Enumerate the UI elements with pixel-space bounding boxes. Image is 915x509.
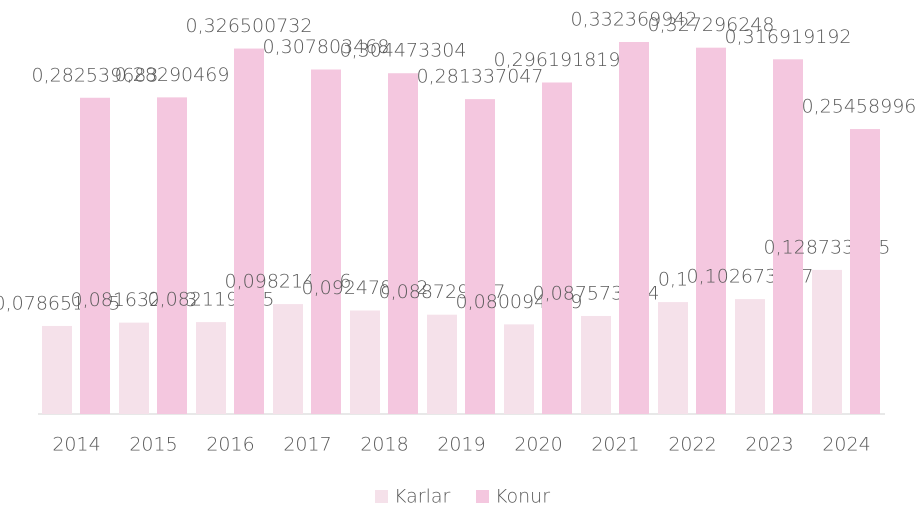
bar <box>735 299 765 414</box>
x-tick-label: 2023 <box>745 434 793 456</box>
data-label: 0,1 <box>658 269 688 291</box>
bar <box>773 59 803 414</box>
data-label: 0,304473304 <box>340 40 467 62</box>
bar <box>273 304 303 414</box>
bar <box>427 314 457 414</box>
bar <box>581 315 611 414</box>
bar <box>542 82 572 414</box>
bar <box>465 99 495 414</box>
bar <box>812 269 842 414</box>
data-label: 0,326500732 <box>186 15 313 37</box>
data-label: 0,332369942 <box>571 9 698 31</box>
x-tick-label: 2022 <box>668 434 716 456</box>
data-label: 0,281337047 <box>417 66 544 88</box>
data-label: 0,282539683 <box>32 64 159 86</box>
bar <box>311 69 341 414</box>
bar <box>42 325 72 414</box>
legend-label: Karlar <box>394 486 451 508</box>
bar <box>696 47 726 415</box>
bar <box>504 324 534 414</box>
legend-label: Konur <box>495 486 550 508</box>
bar <box>388 73 418 414</box>
x-tick-label: 2017 <box>283 434 331 456</box>
x-tick-label: 2024 <box>822 434 870 456</box>
bar <box>619 42 649 414</box>
x-tick-label: 2014 <box>52 434 100 456</box>
bar <box>196 322 226 414</box>
x-tick-label: 2018 <box>360 434 408 456</box>
x-tick-label: 2019 <box>437 434 485 456</box>
bar <box>850 129 880 414</box>
bar <box>234 48 264 414</box>
bar <box>119 322 149 414</box>
data-label: 0,307803468 <box>263 36 390 58</box>
bar <box>157 97 187 415</box>
bar <box>80 97 110 414</box>
data-label: 0,327296248 <box>648 14 775 36</box>
legend-swatch <box>476 490 489 503</box>
bar <box>658 302 688 414</box>
x-tick-label: 2016 <box>206 434 254 456</box>
data-label: 0,28290469 <box>115 64 230 86</box>
x-tick-label: 2020 <box>514 434 562 456</box>
bar <box>350 310 380 414</box>
data-label: 0,254589963 <box>802 96 915 118</box>
data-label: 0,296191819 <box>494 49 621 71</box>
legend-swatch <box>375 490 388 503</box>
x-tick-label: 2021 <box>591 434 639 456</box>
data-label: 0,316919192 <box>725 26 852 48</box>
x-tick-label: 2015 <box>129 434 177 456</box>
